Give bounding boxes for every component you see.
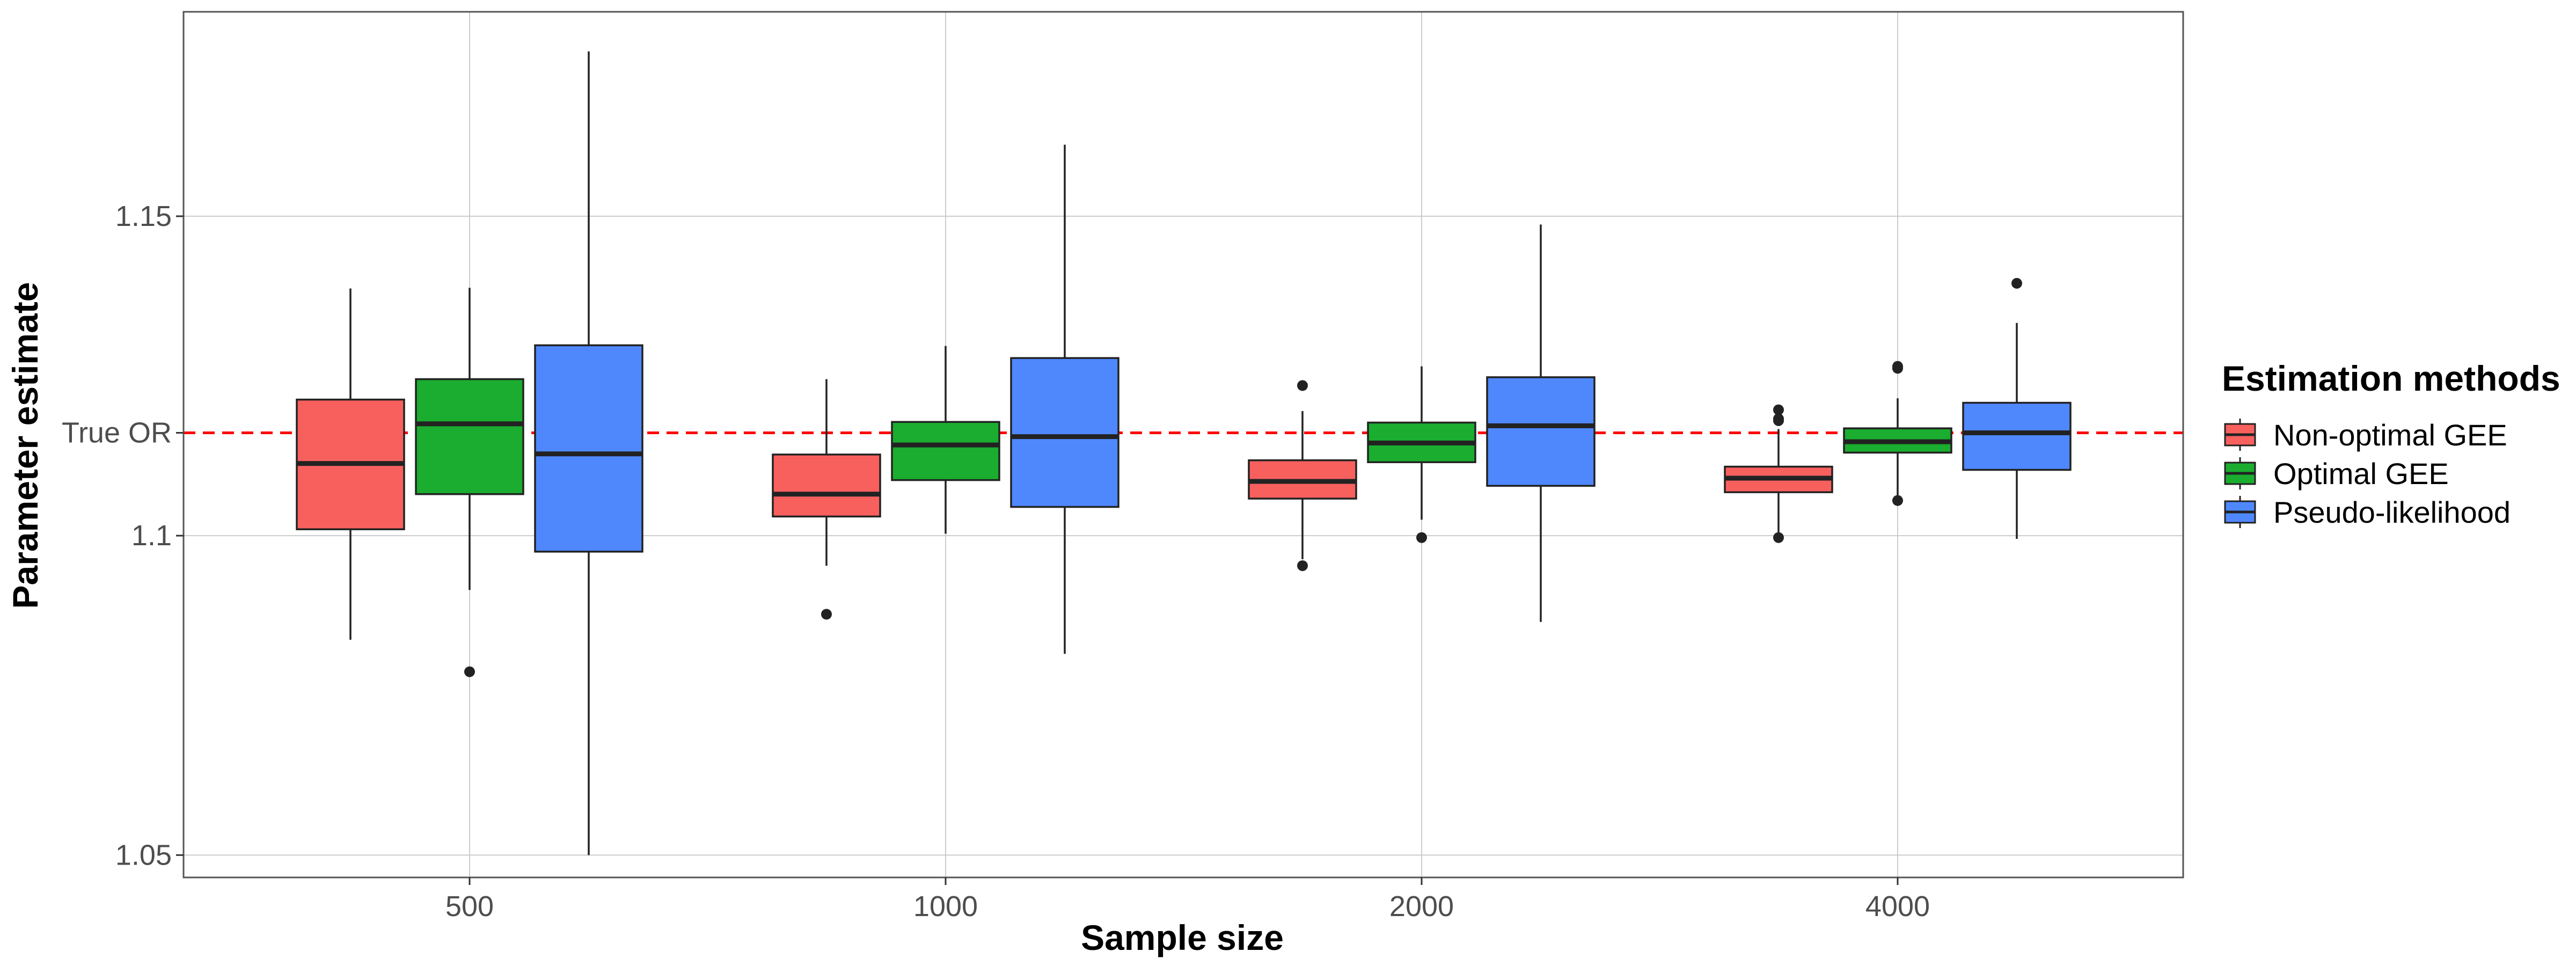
outlier-point	[464, 666, 475, 677]
outlier-point	[1297, 380, 1308, 391]
outlier-point	[1773, 404, 1784, 415]
x-axis-title: Sample size	[1081, 918, 1284, 957]
y-tick-label: 1.05	[115, 839, 172, 871]
box-iqr	[1486, 376, 1596, 487]
panel-border	[182, 11, 2184, 879]
legend-item-optimal-gee: Optimal GEE	[2224, 457, 2449, 491]
legend-item-non-optimal-gee: Non-optimal GEE	[2224, 418, 2507, 452]
legend-items: Non-optimal GEE Optimal GEE Pseudo-likelih…	[2224, 418, 2511, 529]
true-or-label: True OR	[62, 416, 172, 449]
legend-title: Estimation methods	[2222, 358, 2560, 398]
box-iqr	[1962, 401, 2072, 471]
legend: Estimation methods Non-optimal GEE Optima…	[2222, 358, 2560, 529]
box-iqr	[415, 378, 524, 495]
x-tick-label: 4000	[1865, 890, 1930, 923]
outlier-point	[1892, 495, 1903, 506]
box-pseudo-likelihood-4000	[1962, 277, 2072, 539]
y-tick-label: 1.1	[131, 519, 172, 552]
box-optimal-gee-4000	[1843, 361, 1952, 506]
box-iqr	[891, 421, 1000, 481]
y-axis-title: Parameter estimate	[5, 282, 45, 609]
y-tick-label: 1.15	[115, 200, 172, 232]
box-pseudo-likelihood-500	[534, 51, 643, 855]
box-optimal-gee-1000	[891, 346, 1000, 534]
box-non-optimal-gee-4000	[1724, 404, 1833, 543]
outlier-point	[2011, 277, 2022, 289]
legend-label: Non-optimal GEE	[2273, 418, 2507, 452]
x-axis: 500 1000 2000 4000	[445, 877, 1930, 923]
box-iqr	[534, 344, 643, 553]
legend-label: Optimal GEE	[2273, 457, 2449, 491]
box-non-optimal-gee-1000	[772, 379, 881, 620]
box-iqr	[1010, 357, 1119, 508]
x-tick-label: 1000	[913, 890, 978, 923]
legend-item-pseudo-likelihood: Pseudo-likelihood	[2224, 495, 2511, 529]
box-pseudo-likelihood-2000	[1486, 224, 1596, 622]
x-tick-label: 2000	[1389, 890, 1454, 923]
outlier-point	[1297, 560, 1308, 572]
box-optimal-gee-2000	[1367, 366, 1476, 543]
outlier-point	[1773, 415, 1784, 426]
outlier-point	[1773, 532, 1784, 543]
outlier-point	[1892, 363, 1903, 374]
box-non-optimal-gee-2000	[1248, 380, 1357, 572]
x-tick-label: 500	[445, 890, 494, 923]
box-pseudo-likelihood-1000	[1010, 144, 1119, 654]
box-layer	[296, 51, 2072, 855]
y-axis: 1.05 1.1 1.15 True OR	[62, 200, 184, 871]
box-non-optimal-gee-500	[296, 288, 405, 640]
legend-label: Pseudo-likelihood	[2273, 495, 2511, 529]
outlier-point	[1416, 532, 1427, 543]
outlier-point	[821, 609, 832, 620]
box-optimal-gee-500	[415, 288, 524, 677]
box-iqr	[772, 453, 881, 518]
